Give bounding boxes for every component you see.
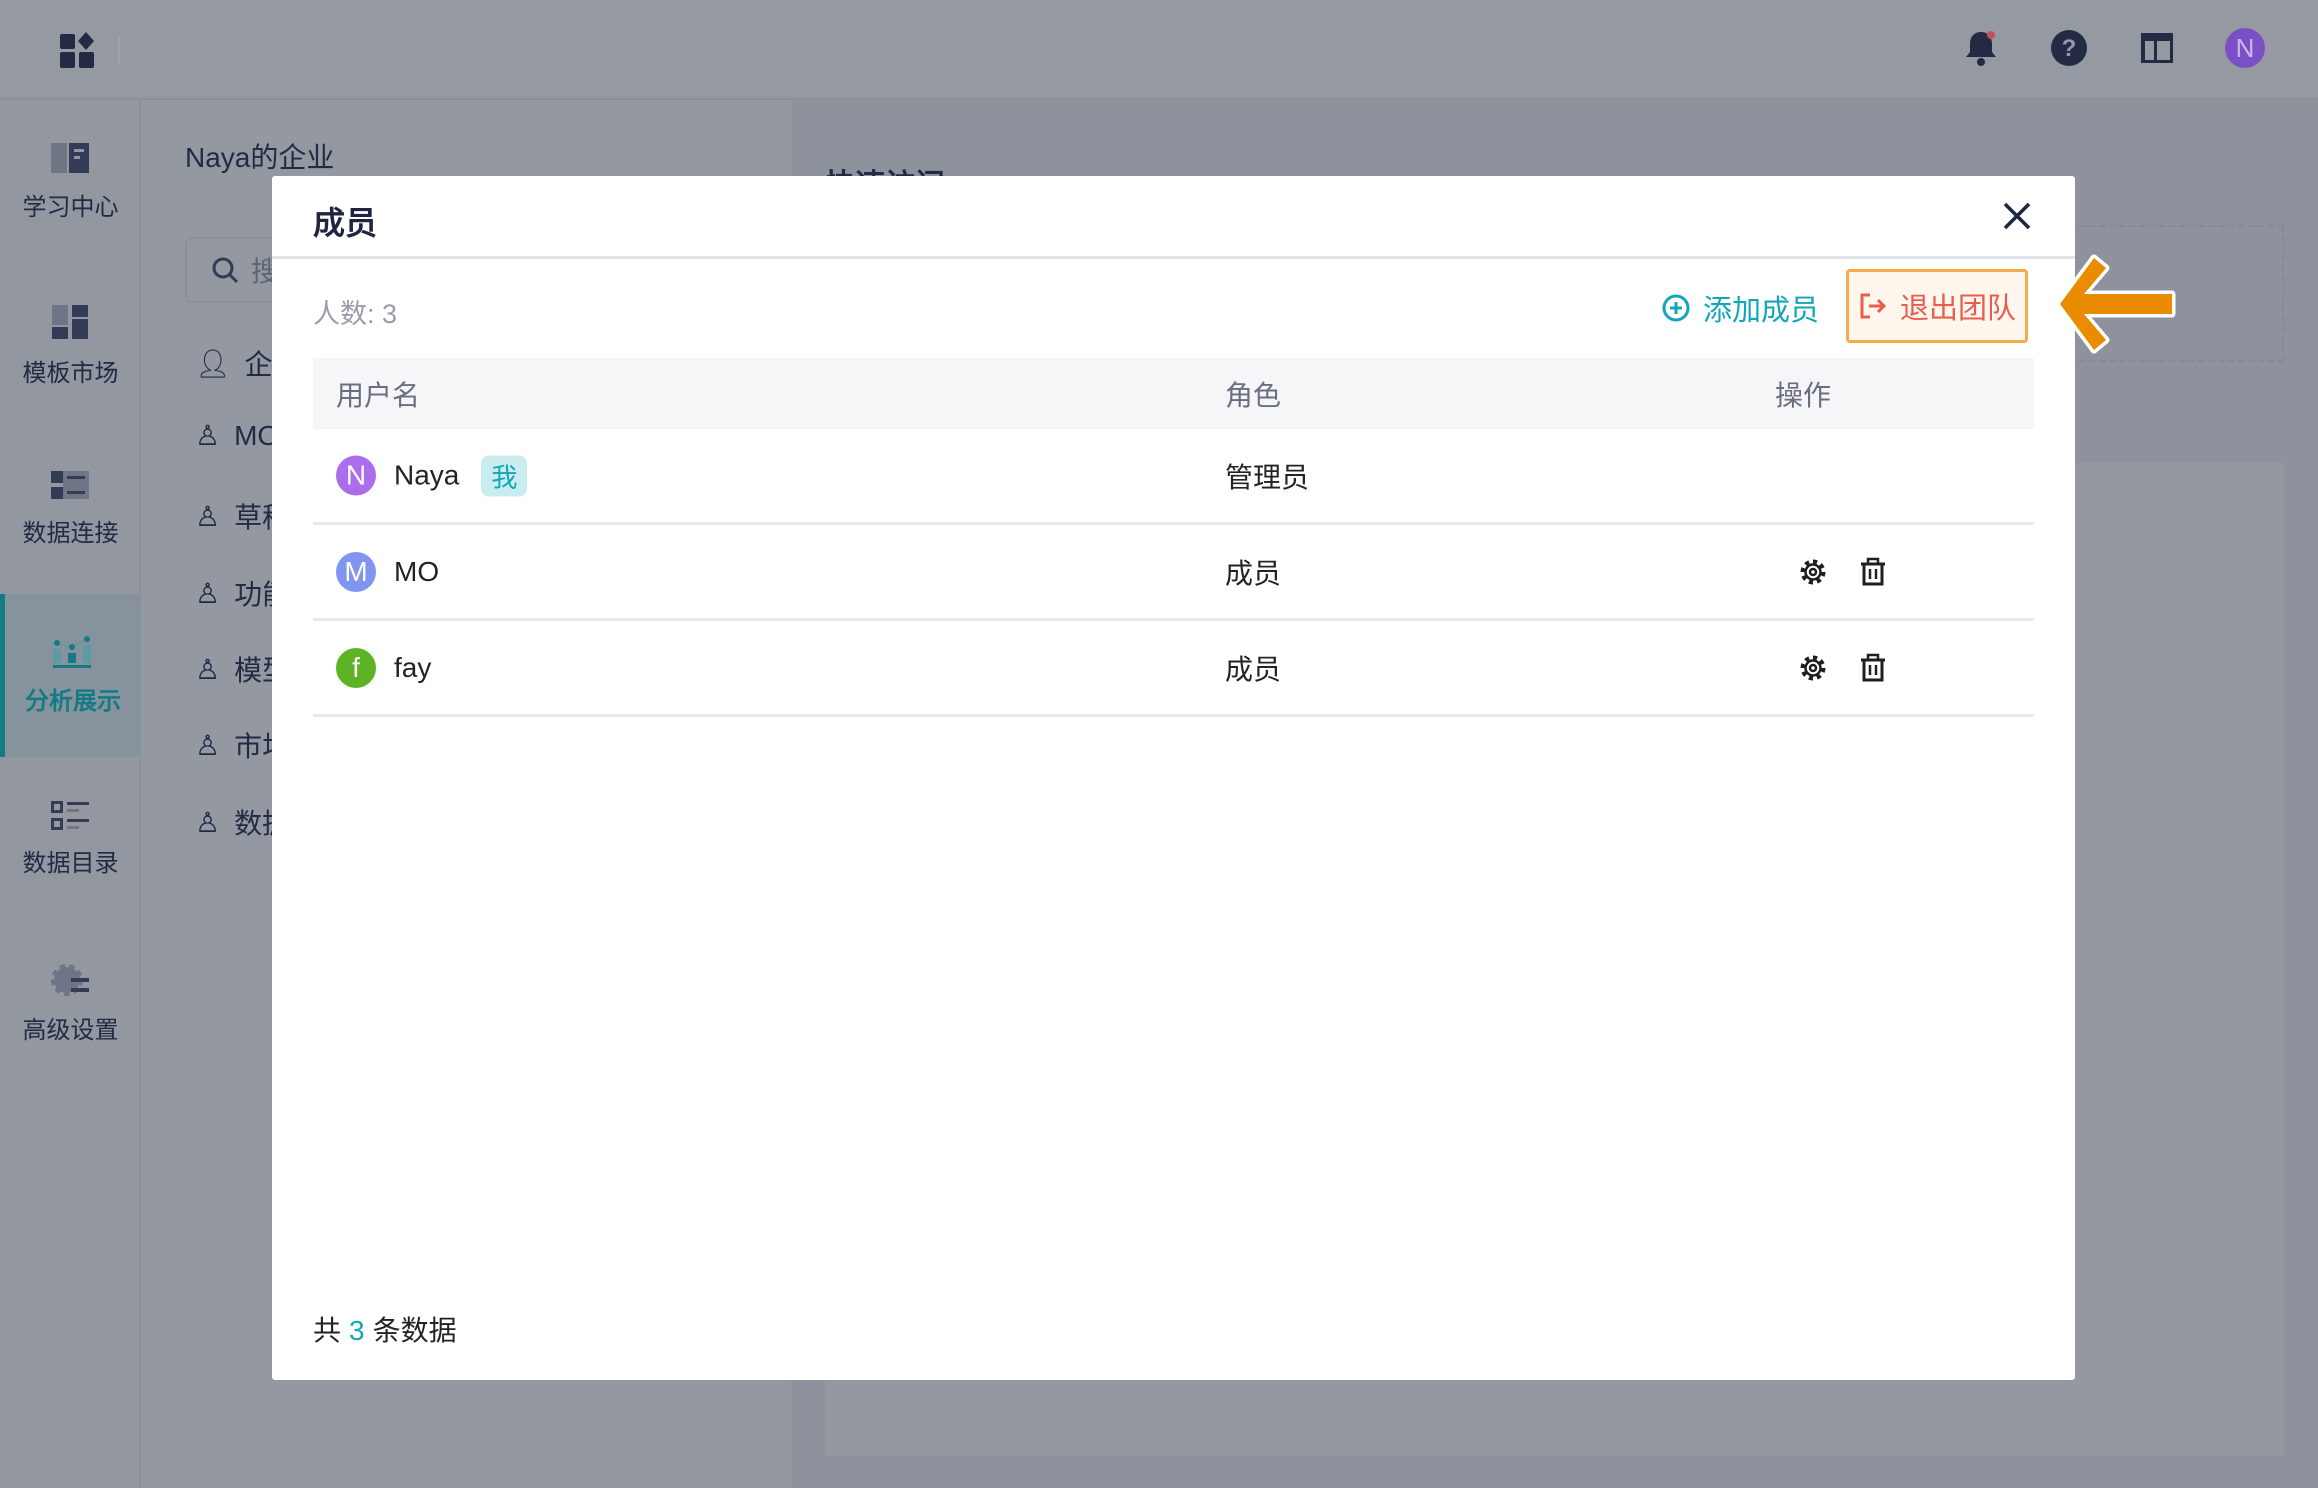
nav-label: 分析展示 — [25, 688, 121, 715]
nav-item-learning[interactable]: 学习中心 — [0, 100, 141, 263]
plus-circle-icon — [1662, 294, 1690, 322]
avatar-letter: N — [2225, 28, 2265, 68]
table-row: N Naya 我 管理员 — [313, 429, 2034, 525]
table-row: M MO 成员 — [313, 525, 2034, 621]
username: Naya — [394, 459, 460, 491]
total-prefix: 共 — [313, 1315, 342, 1346]
nav-item-catalog[interactable]: 数据目录 — [0, 758, 141, 921]
avatar: M — [336, 551, 376, 592]
users-icon: ♙ — [195, 500, 221, 532]
members-table: 用户名 角色 操作 N Naya 我 管理员 M MO 成员 f fay 成员 — [313, 358, 2034, 717]
trash-icon[interactable] — [1858, 653, 1888, 683]
table-row: f fay 成员 — [313, 621, 2034, 717]
users-icon: ♙ — [195, 806, 221, 838]
book-icon — [50, 143, 89, 173]
help-icon[interactable]: ? — [2047, 26, 2091, 70]
panel-item-label: MO — [234, 419, 280, 451]
divider — [118, 36, 120, 64]
apps-icon[interactable] — [58, 30, 98, 70]
search-icon — [212, 257, 239, 284]
bell-icon[interactable] — [1959, 26, 2003, 70]
logout-icon — [1860, 293, 1887, 319]
role: 成员 — [1225, 653, 1282, 685]
nav-label: 数据连接 — [22, 520, 119, 547]
pointer-arrow-icon — [2056, 254, 2176, 354]
member-count: 人数: 3 — [313, 299, 398, 329]
panel-title: Naya的企业 — [185, 142, 335, 173]
user-icon: 👤︎ — [195, 347, 231, 379]
nav-label: 模板市场 — [22, 360, 119, 387]
col-username: 用户名 — [336, 379, 421, 411]
users-icon: ♙ — [195, 420, 221, 451]
col-role: 角色 — [1225, 379, 1282, 411]
exit-team-button[interactable]: 退出团队 — [1846, 269, 2028, 343]
users-icon: ♙ — [195, 653, 221, 685]
settings-icon[interactable] — [1798, 557, 1828, 587]
nav-item-templates[interactable]: 模板市场 — [0, 264, 141, 427]
left-nav: 学习中心 模板市场 数据连接 分析展示 数据目录 高级设置 — [0, 100, 141, 1488]
gear-icon — [50, 964, 89, 996]
me-badge: 我 — [481, 455, 528, 496]
panel-item[interactable]: ♙ MO — [195, 419, 279, 452]
role: 管理员 — [1225, 461, 1310, 493]
layout-icon[interactable] — [2135, 26, 2179, 70]
exit-team-label: 退出团队 — [1899, 293, 2016, 325]
total-number: 3 — [349, 1315, 365, 1346]
dialog-header: 成员 — [272, 176, 2075, 259]
members-dialog: 成员 人数: 3 添加成员 退出团队 用户名 角色 操作 N Naya 我 管理员 … — [272, 176, 2176, 1380]
avatar: N — [336, 455, 376, 496]
table-header: 用户名 角色 操作 — [313, 358, 2034, 429]
data-connect-icon — [50, 471, 89, 499]
nav-item-advanced-settings[interactable]: 高级设置 — [0, 922, 141, 1085]
svg-text:?: ? — [2062, 35, 2077, 62]
username: fay — [394, 651, 432, 683]
nav-label: 数据目录 — [22, 850, 119, 877]
catalog-icon — [50, 801, 89, 830]
users-icon: ♙ — [195, 577, 221, 609]
dialog-title: 成员 — [313, 205, 378, 241]
users-icon: ♙ — [195, 729, 221, 761]
nav-label: 高级设置 — [22, 1017, 119, 1044]
avatar: f — [336, 647, 376, 688]
nav-label: 学习中心 — [22, 194, 119, 221]
total-count: 共 3 条数据 — [313, 1309, 457, 1349]
role: 成员 — [1225, 557, 1282, 589]
chart-icon — [53, 636, 91, 668]
top-bar: ? N — [0, 0, 2318, 100]
add-member-button[interactable]: 添加成员 — [1661, 287, 1819, 329]
user-avatar[interactable]: N — [2223, 26, 2267, 70]
col-actions: 操作 — [1775, 379, 1832, 411]
close-icon[interactable] — [1999, 198, 2035, 234]
trash-icon[interactable] — [1858, 557, 1888, 587]
add-member-label: 添加成员 — [1703, 295, 1820, 327]
total-suffix: 条数据 — [372, 1315, 457, 1346]
username: MO — [394, 555, 440, 587]
nav-item-data-connect[interactable]: 数据连接 — [0, 428, 141, 591]
template-icon — [51, 305, 88, 339]
nav-item-analysis[interactable]: 分析展示 — [0, 594, 141, 757]
settings-icon[interactable] — [1798, 653, 1828, 683]
